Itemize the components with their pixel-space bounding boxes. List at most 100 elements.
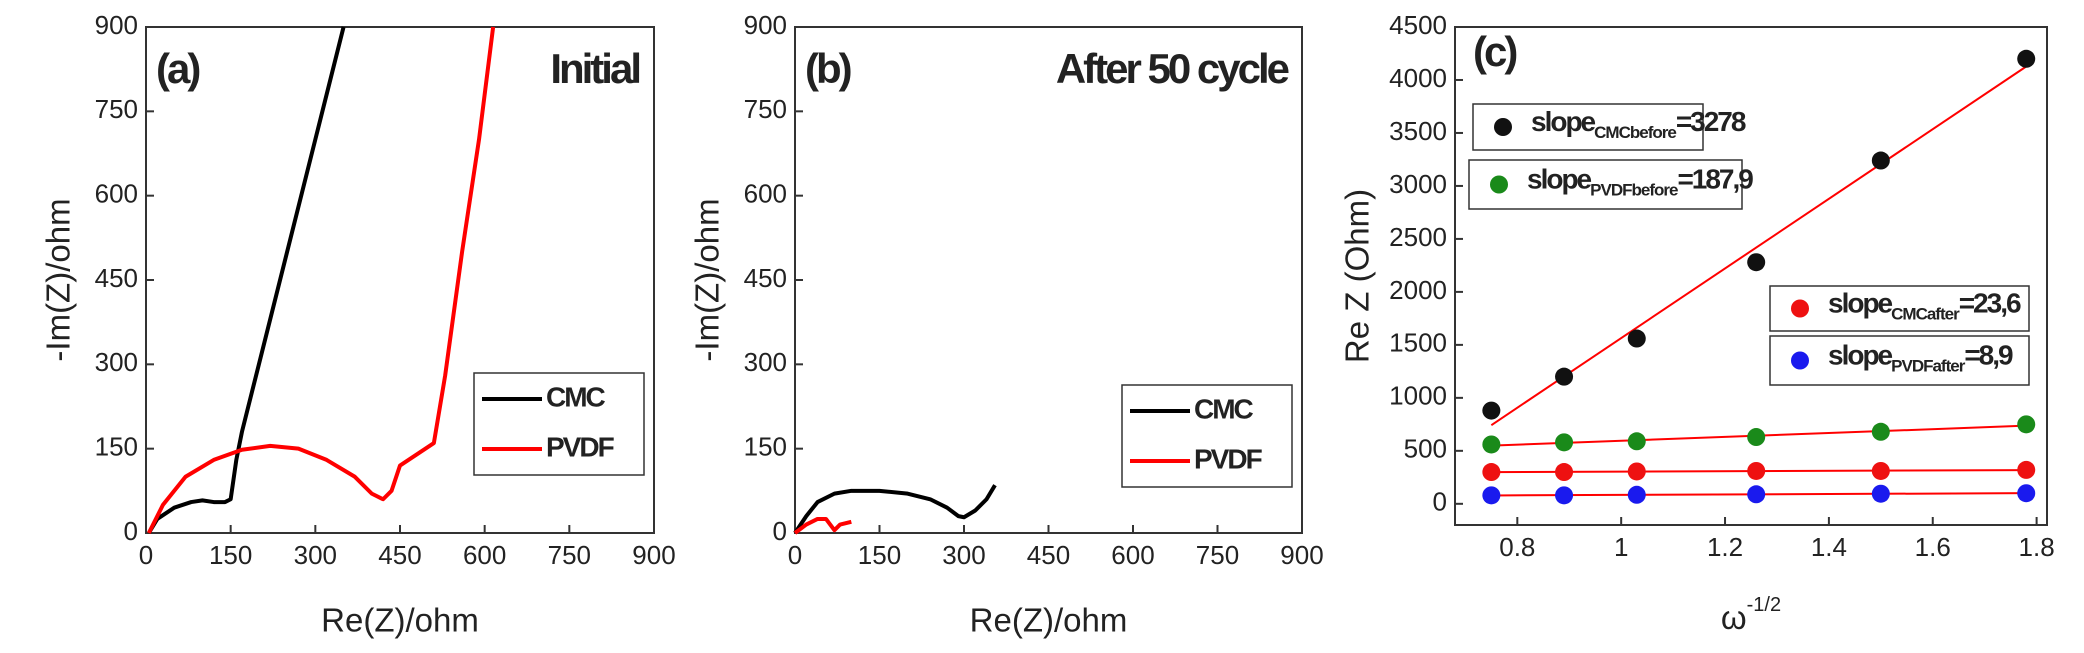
legend-name: slope bbox=[1527, 164, 1592, 195]
data-point bbox=[1482, 401, 1501, 420]
y-tick-label: 450 bbox=[744, 263, 787, 293]
legend-label: slopeCMCafter=23,6 bbox=[1828, 288, 2021, 324]
legend-slope-label: =23,6 bbox=[1959, 288, 2021, 319]
legend-marker bbox=[1490, 175, 1508, 194]
data-point bbox=[1871, 151, 1890, 170]
y-tick-label: 600 bbox=[744, 179, 787, 209]
data-point bbox=[1555, 486, 1574, 505]
legend-box bbox=[1769, 285, 2030, 332]
legend-box bbox=[1769, 335, 2030, 386]
annotation: After 50 cycle bbox=[1056, 45, 1289, 92]
x-axis-label-sup: -1/2 bbox=[1747, 594, 1781, 616]
panel-label: (c) bbox=[1473, 28, 1516, 75]
legend-marker bbox=[1791, 299, 1809, 318]
x-tick-label: 750 bbox=[1196, 540, 1239, 570]
annotation: Initial bbox=[550, 45, 639, 92]
y-tick-label: 3500 bbox=[1389, 116, 1447, 146]
series-line bbox=[793, 484, 997, 535]
series-line bbox=[147, 26, 346, 535]
series-line bbox=[147, 26, 496, 534]
legend-slope-label: =3278 bbox=[1676, 106, 1746, 137]
legend-box bbox=[473, 372, 645, 476]
legend-label: slopeCMCbefore=3278 bbox=[1531, 106, 1746, 142]
x-tick-label: 0 bbox=[788, 540, 802, 570]
x-tick-label: 1 bbox=[1614, 532, 1628, 562]
series-line bbox=[793, 516, 852, 535]
legend-label: PVDF bbox=[1194, 443, 1263, 474]
y-tick-label: 4000 bbox=[1389, 63, 1447, 93]
x-tick-label: 750 bbox=[548, 540, 591, 570]
legend-subscript: CMCafter bbox=[1891, 305, 1960, 324]
y-tick-label: 3000 bbox=[1389, 169, 1447, 199]
data-point bbox=[1482, 435, 1501, 454]
legend-label: PVDF bbox=[546, 431, 615, 462]
x-tick-label: 600 bbox=[1111, 540, 1154, 570]
y-tick-label: 750 bbox=[95, 94, 138, 124]
x-axis-label-base: ω bbox=[1721, 599, 1747, 636]
y-tick-label: 300 bbox=[744, 347, 787, 377]
x-tick-label: 1.6 bbox=[1915, 532, 1951, 562]
legend-marker bbox=[1494, 118, 1512, 136]
legend-subscript: PVDFbefore bbox=[1590, 181, 1678, 200]
x-tick-label: 600 bbox=[463, 540, 506, 570]
legend-subscript: CMCbefore bbox=[1594, 123, 1676, 142]
legend-box bbox=[1121, 384, 1293, 488]
legend-marker bbox=[1791, 351, 1809, 370]
x-axis-label: Re(Z)/ohm bbox=[321, 602, 479, 639]
x-tick-label: 300 bbox=[942, 540, 985, 570]
plot-frame bbox=[1454, 26, 2048, 526]
y-tick-label: 900 bbox=[95, 10, 138, 40]
data-point bbox=[1871, 422, 1890, 441]
y-tick-label: 0 bbox=[124, 516, 138, 546]
x-tick-label: 1.4 bbox=[1811, 532, 1847, 562]
y-tick-label: 300 bbox=[95, 347, 138, 377]
data-point bbox=[1482, 486, 1501, 505]
x-tick-label: 1.8 bbox=[2019, 532, 2055, 562]
legend-slope-label: =8,9 bbox=[1964, 340, 2013, 371]
y-tick-label: 2000 bbox=[1389, 275, 1447, 305]
y-axis-label: -Im(Z)/ohm bbox=[40, 198, 77, 361]
x-tick-label: 150 bbox=[858, 540, 901, 570]
data-point bbox=[2017, 49, 2036, 68]
x-tick-label: 0.8 bbox=[1499, 532, 1535, 562]
legend-box bbox=[1468, 159, 1743, 210]
y-tick-label: 1500 bbox=[1389, 328, 1447, 358]
data-point bbox=[1747, 253, 1766, 272]
y-tick-label: 750 bbox=[744, 94, 787, 124]
legend-label: CMC bbox=[546, 381, 606, 412]
data-point bbox=[1627, 432, 1646, 451]
legend-subscript: PVDFafter bbox=[1891, 357, 1966, 376]
data-point bbox=[1555, 463, 1574, 482]
y-tick-label: 450 bbox=[95, 263, 138, 293]
legend-label: slopePVDFbefore=187,9 bbox=[1527, 164, 1753, 200]
y-tick-label: 0 bbox=[773, 516, 787, 546]
y-axis-label: Re Z (Ohm) bbox=[1339, 189, 1376, 363]
legend-label: slopePVDFafter=8,9 bbox=[1828, 340, 2013, 376]
y-axis-label: -Im(Z)/ohm bbox=[689, 198, 726, 361]
data-point bbox=[2017, 415, 2036, 434]
y-tick-label: 150 bbox=[95, 432, 138, 462]
x-tick-label: 300 bbox=[294, 540, 337, 570]
legend-name: slope bbox=[1531, 106, 1596, 137]
x-tick-label: 450 bbox=[378, 540, 421, 570]
data-point bbox=[2017, 484, 2036, 503]
data-point bbox=[1555, 433, 1574, 452]
x-tick-label: 1.2 bbox=[1707, 532, 1743, 562]
data-point bbox=[1747, 461, 1766, 480]
y-tick-label: 1000 bbox=[1389, 381, 1447, 411]
y-tick-label: 2500 bbox=[1389, 222, 1447, 252]
y-tick-label: 0 bbox=[1433, 487, 1447, 517]
data-point bbox=[2017, 460, 2036, 479]
data-point bbox=[1627, 329, 1646, 348]
x-tick-label: 0 bbox=[139, 540, 153, 570]
x-axis-label: ω-1/2 bbox=[1721, 594, 1781, 635]
data-point bbox=[1747, 485, 1766, 504]
x-tick-label: 450 bbox=[1027, 540, 1070, 570]
y-tick-label: 500 bbox=[1404, 434, 1447, 464]
x-tick-label: 900 bbox=[632, 540, 675, 570]
legend-name: slope bbox=[1828, 340, 1893, 371]
data-point bbox=[1747, 428, 1766, 447]
legend-name: slope bbox=[1828, 288, 1893, 319]
y-tick-label: 4500 bbox=[1389, 10, 1447, 40]
